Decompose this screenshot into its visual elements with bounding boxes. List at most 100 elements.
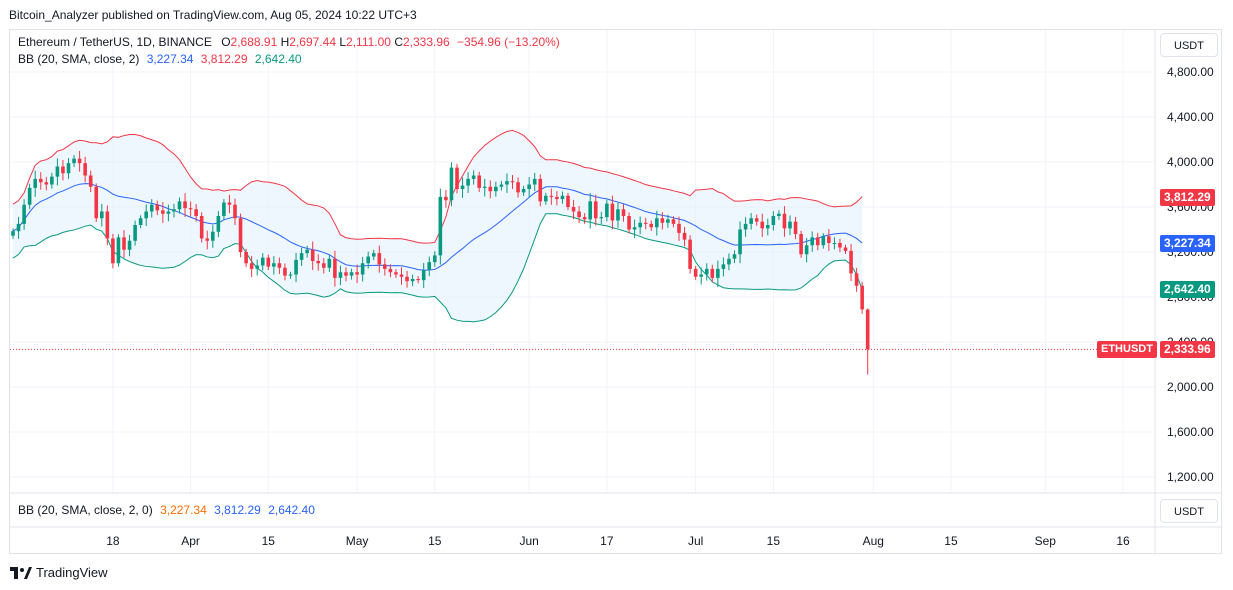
candle-body <box>166 211 171 214</box>
y-tick-label: 1,200.00 <box>1167 470 1214 484</box>
candle-body <box>577 211 581 218</box>
candle-body <box>161 210 165 214</box>
candle-body <box>666 219 670 223</box>
symbol-title[interactable]: Ethereum / TetherUS, 1D, BINANCE <box>18 35 212 49</box>
candle-body <box>172 209 176 212</box>
candle-body <box>555 196 559 200</box>
x-tick-label: Sep <box>1035 534 1057 548</box>
candle-body <box>283 267 287 276</box>
candle-body <box>777 213 781 216</box>
candle-body <box>482 186 487 188</box>
candle-body <box>22 204 26 224</box>
bb-lower-line <box>12 213 863 323</box>
candle-body <box>438 196 443 256</box>
candle-body <box>766 225 770 229</box>
candle-body <box>732 254 737 259</box>
candle-body <box>838 243 842 248</box>
candle-body <box>360 263 365 275</box>
candle-body <box>349 272 354 276</box>
x-tick-label: Jul <box>688 534 703 548</box>
lower-band-badge: 2,642.40 <box>1160 281 1215 299</box>
candle-body <box>771 216 776 225</box>
candle-body <box>460 185 465 189</box>
candle-body <box>388 268 393 273</box>
candle-body <box>499 184 504 187</box>
x-tick-label: Aug <box>863 534 884 548</box>
candle-body <box>860 285 864 310</box>
candle-body <box>266 257 271 267</box>
candle-body <box>821 236 826 246</box>
upper-band-badge: 3,812.29 <box>1160 188 1215 206</box>
candle-body <box>427 262 432 270</box>
candle-body <box>505 181 509 185</box>
x-tick-label: May <box>346 534 369 548</box>
candle-body <box>233 204 237 219</box>
candle-body <box>688 239 692 269</box>
candle-body <box>593 201 598 219</box>
candle-body <box>55 166 60 177</box>
candle-body <box>122 237 126 250</box>
candle-body <box>760 221 765 229</box>
candle-body <box>660 218 665 223</box>
y-tick-label: 2,000.00 <box>1167 380 1214 394</box>
candle-body <box>477 175 481 188</box>
lower-bb-label[interactable]: BB (20, SMA, close, 2, 0) <box>18 503 153 517</box>
candle-body <box>344 272 348 276</box>
lower-bb-upper: 3,812.29 <box>214 503 261 517</box>
candle-body <box>738 229 742 255</box>
candle-body <box>599 217 604 219</box>
x-tick-label: 15 <box>767 534 781 548</box>
candle-body <box>643 222 648 224</box>
candle-body <box>383 264 387 269</box>
y-tick-label: 4,000.00 <box>1167 155 1214 169</box>
candle-body <box>699 274 703 277</box>
bb-label[interactable]: BB (20, SMA, close, 2) <box>18 52 140 66</box>
candle-body <box>316 261 321 264</box>
bb-upper-value: 3,812.29 <box>200 52 248 66</box>
candle-body <box>138 218 143 225</box>
candle-body <box>560 195 565 200</box>
chart-frame <box>9 29 1222 554</box>
candle-body <box>27 187 32 205</box>
symbol-legend[interactable]: Ethereum / TetherUS, 1D, BINANCE O2,688.… <box>18 35 560 49</box>
candle-body <box>466 178 470 186</box>
candle-body <box>299 253 304 260</box>
bb-legend[interactable]: BB (20, SMA, close, 2) 3,227.34 3,812.29… <box>18 52 302 66</box>
candle-body <box>799 234 803 255</box>
candle-body <box>527 184 531 189</box>
bb-basis-value: 3,227.34 <box>146 52 194 66</box>
candle-body <box>199 216 204 239</box>
candle-body <box>149 204 154 212</box>
candle-body <box>371 253 376 257</box>
candle-body <box>588 201 592 220</box>
candle-body <box>549 195 554 197</box>
candle-body <box>394 272 398 275</box>
candle-body <box>205 238 210 241</box>
candle-body <box>288 274 293 276</box>
x-tick-label: 16 <box>1116 534 1130 548</box>
candle-body <box>727 258 731 265</box>
lower-pane-legend[interactable]: BB (20, SMA, close, 2, 0) 3,227.34 3,812… <box>18 503 315 517</box>
candle-body <box>843 247 848 251</box>
footer-brand[interactable]: TradingView <box>10 565 108 580</box>
bb-lower-value: 2,642.40 <box>254 52 302 66</box>
candle-body <box>50 176 54 185</box>
currency-unit-button[interactable]: USDT <box>1160 33 1218 57</box>
candle-body <box>238 218 243 252</box>
candle-body <box>133 225 137 241</box>
candle-body <box>277 263 282 268</box>
candle-body <box>516 182 520 193</box>
close-value: 2,333.96 <box>402 35 450 49</box>
bb-band-fill <box>13 130 863 322</box>
candle-body <box>449 167 454 201</box>
lower-currency-unit-button[interactable]: USDT <box>1160 499 1218 523</box>
y-tick-label: 1,600.00 <box>1167 425 1214 439</box>
y-tick-label: 4,400.00 <box>1167 110 1214 124</box>
high-key: H <box>280 35 290 49</box>
candle-body <box>638 222 642 228</box>
candle-body <box>743 223 748 230</box>
candle-body <box>655 218 659 228</box>
candle-body <box>716 268 720 278</box>
lower-bb-basis: 3,227.34 <box>160 503 207 517</box>
